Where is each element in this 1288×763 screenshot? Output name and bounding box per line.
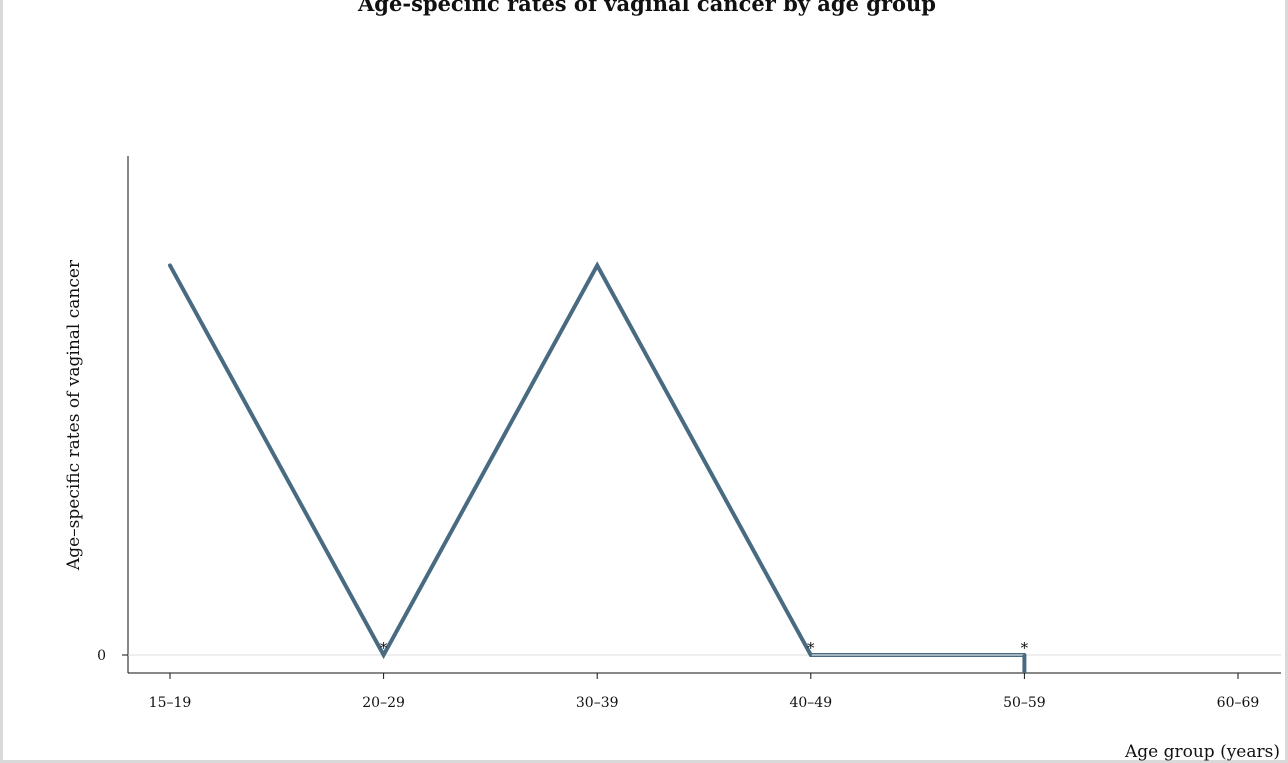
series-point-0-0 bbox=[168, 264, 172, 267]
x-tick-label-3: 40–49 bbox=[789, 695, 832, 711]
y-tick-label-0: 0 bbox=[97, 648, 106, 664]
x-tick-label-4: 50–59 bbox=[1003, 695, 1046, 711]
suppressed-marker-0: * bbox=[380, 639, 388, 657]
x-tick-label-5: 60–69 bbox=[1217, 695, 1260, 711]
chart-title: Age-specific rates of vaginal cancer by … bbox=[358, 0, 936, 16]
suppressed-marker-1: * bbox=[807, 639, 815, 657]
y-axis-label: Age–specific rates of vaginal cancer bbox=[64, 259, 84, 571]
series-point-0-4 bbox=[1023, 653, 1026, 657]
series-point-0-1 bbox=[382, 653, 385, 657]
series-line-0 bbox=[168, 261, 1027, 660]
series-point-0-3 bbox=[809, 653, 812, 657]
x-tick-label-0: 15–19 bbox=[149, 695, 192, 711]
series-point-0-2 bbox=[596, 264, 599, 267]
x-tick-label-2: 30–39 bbox=[576, 695, 619, 711]
x-axis-label: Age group (years) bbox=[1124, 742, 1280, 762]
line-chart: 0 15–19 20–29 30–39 40–49 50–59 60–69 Age group… bbox=[64, 156, 1281, 762]
x-tick-label-1: 20–29 bbox=[362, 695, 405, 711]
suppressed-marker-2: * bbox=[1021, 639, 1029, 657]
